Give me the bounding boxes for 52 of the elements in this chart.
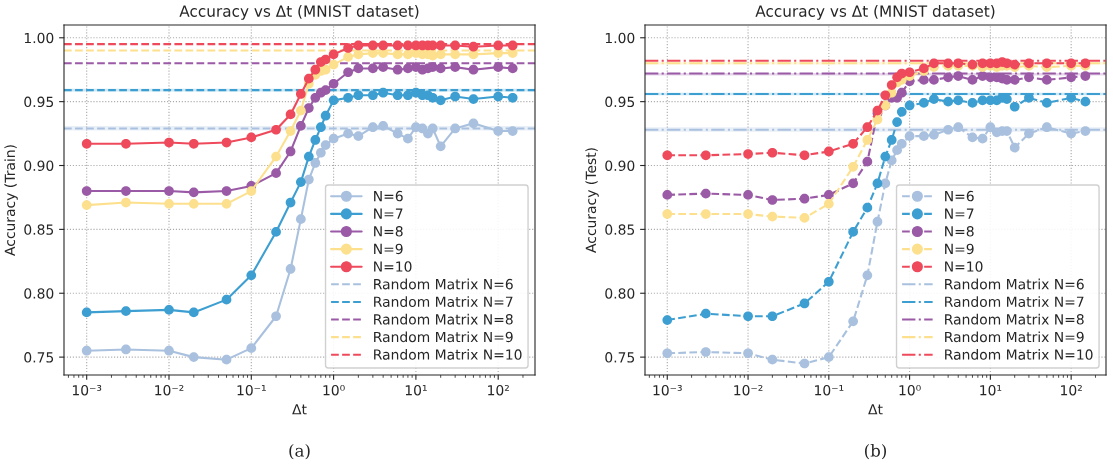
x-axis-title: Δt: [868, 404, 883, 415]
legend-label: Random Matrix N=8: [374, 313, 513, 325]
y-tick-label: 0.75: [605, 352, 635, 363]
chart-title: Accuracy vs Δt (MNIST dataset): [179, 5, 419, 20]
legend-label: N=7: [945, 208, 974, 219]
legend-label: Random Matrix N=9: [374, 331, 513, 343]
x-tick-label: 10¹: [405, 384, 427, 396]
legend-label: Random Matrix N=8: [945, 313, 1084, 325]
legend-label: N=10: [374, 261, 412, 272]
legend-label: N=6: [374, 190, 403, 202]
text: (a): [289, 443, 310, 460]
legend-label: Random Matrix N=7: [374, 296, 513, 307]
y-tick-label: 1.00: [24, 32, 54, 44]
y-tick-label: 0.80: [605, 288, 635, 299]
legend-label: N=9: [374, 243, 403, 255]
x-tick-label: 10⁻¹: [815, 384, 844, 396]
legend-label: N=8: [374, 226, 403, 237]
y-tick-label: 0.75: [24, 352, 54, 363]
y-tick-label: 0.95: [24, 96, 54, 108]
y-tick-label: 0.90: [24, 160, 54, 171]
text: (b): [864, 443, 887, 460]
y-axis-title: Accuracy (Test): [585, 148, 599, 253]
y-tick-label: 0.85: [605, 224, 635, 235]
x-tick-label: 10²: [488, 384, 509, 396]
x-axis-title: Δt: [292, 404, 307, 415]
y-tick-label: 0.95: [605, 96, 635, 108]
x-tick-label: 10¹: [980, 384, 1002, 396]
legend-label: N=9: [945, 243, 974, 255]
y-tick-label: 1.00: [605, 32, 635, 44]
legend-label: Random Matrix N=6: [374, 278, 513, 290]
legend-label: Random Matrix N=7: [945, 296, 1084, 307]
y-tick-label: 0.80: [24, 288, 54, 299]
x-tick-label: 10⁻²: [155, 384, 184, 396]
y-tick-label: 0.85: [24, 224, 54, 235]
legend-label: Random Matrix N=6: [945, 278, 1084, 290]
legend-label: N=10: [945, 261, 983, 272]
y-axis-title: Accuracy (Train): [4, 145, 18, 256]
x-tick-label: 10⁰: [323, 384, 345, 396]
x-tick-label: 10⁻³: [653, 384, 682, 396]
legend-label: Random Matrix N=9: [945, 331, 1084, 343]
x-tick-label: 10⁰: [899, 384, 921, 396]
legend-label: N=6: [945, 190, 974, 202]
legend-label: Random Matrix N=10: [945, 349, 1093, 360]
x-tick-label: 10⁻²: [734, 384, 763, 396]
legend-label: N=7: [374, 208, 403, 219]
y-tick-label: 0.90: [605, 160, 635, 171]
x-tick-label: 10⁻³: [72, 384, 102, 396]
legend-label: N=8: [945, 226, 974, 237]
x-tick-label: 10⁻¹: [237, 384, 266, 396]
chart-title: Accuracy vs Δt (MNIST dataset): [755, 5, 995, 20]
x-tick-label: 10²: [1061, 384, 1082, 396]
legend-label: Random Matrix N=10: [374, 349, 522, 360]
